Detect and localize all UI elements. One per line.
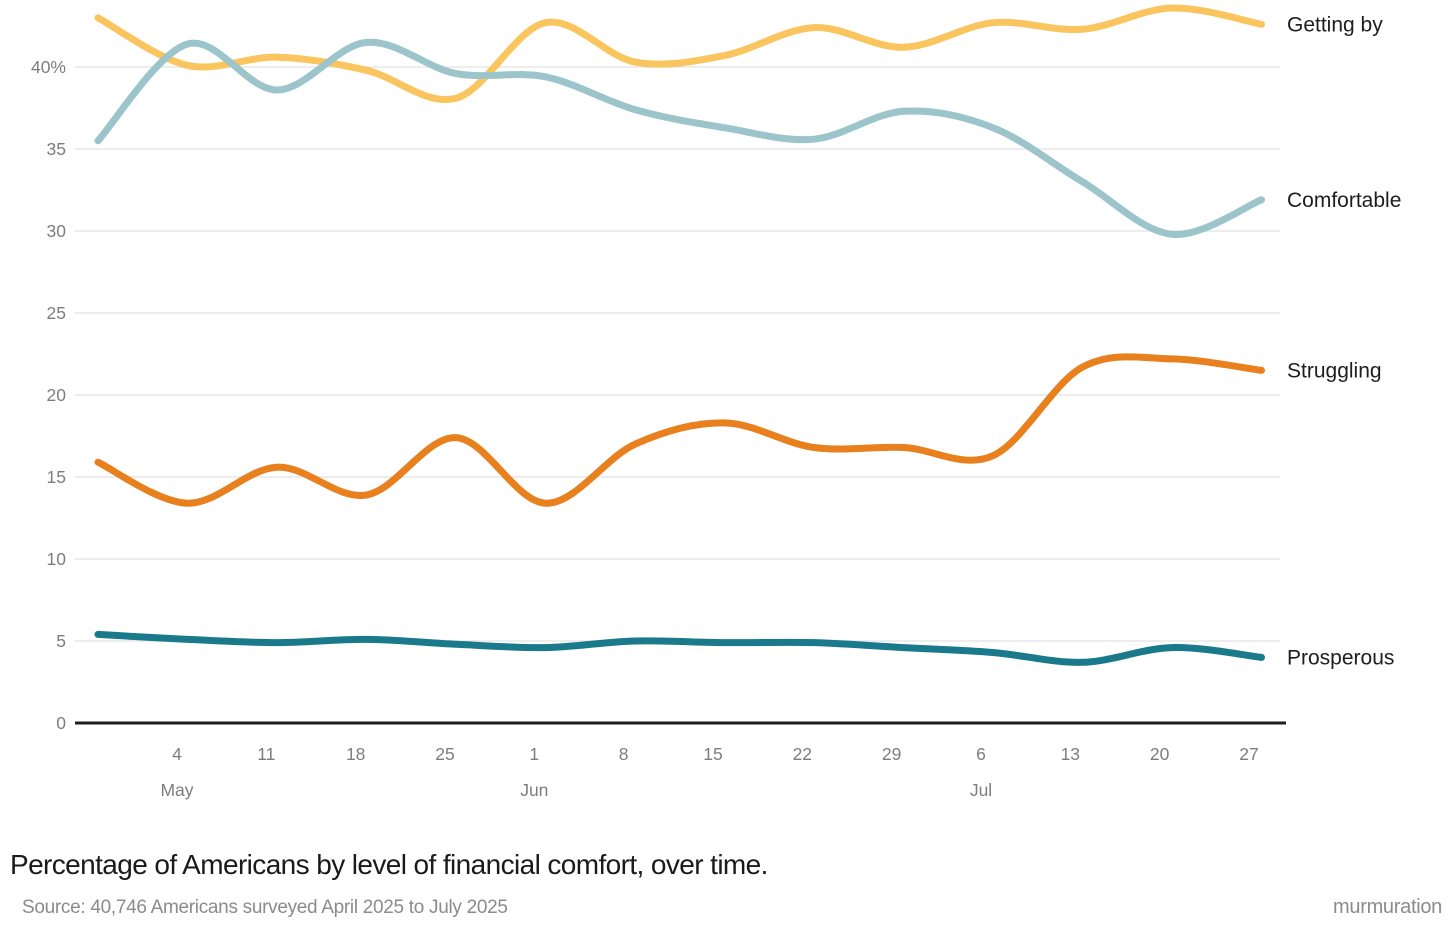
month-label-jun: Jun bbox=[520, 780, 548, 800]
x-tick-label-27: 27 bbox=[1239, 744, 1258, 764]
y-tick-label-5: 5 bbox=[56, 631, 66, 651]
x-tick-label-22: 22 bbox=[793, 744, 812, 764]
series-line-getting-by bbox=[94, 4, 1265, 103]
series-label-getting-by: Getting by bbox=[1287, 13, 1383, 36]
x-tick-label-11: 11 bbox=[257, 744, 275, 764]
x-tick-label-1: 1 bbox=[529, 744, 539, 764]
x-tick-label-29: 29 bbox=[882, 744, 901, 764]
x-tick-label-13: 13 bbox=[1061, 744, 1080, 764]
month-label-jul: Jul bbox=[970, 780, 992, 800]
y-tick-label-35: 35 bbox=[47, 139, 66, 159]
series-line-comfortable bbox=[94, 38, 1265, 238]
x-tick-label-6: 6 bbox=[976, 744, 986, 764]
x-tick-label-8: 8 bbox=[619, 744, 629, 764]
chart-title: Percentage of Americans by level of fina… bbox=[10, 849, 768, 880]
series-label-prosperous: Prosperous bbox=[1287, 646, 1394, 669]
series-line-prosperous bbox=[94, 630, 1265, 666]
y-tick-label-15: 15 bbox=[47, 467, 66, 487]
x-tick-label-18: 18 bbox=[346, 744, 365, 764]
x-tick-label-25: 25 bbox=[435, 744, 454, 764]
y-tick-label-40: 40% bbox=[31, 57, 66, 77]
x-tick-label-4: 4 bbox=[172, 744, 182, 764]
y-tick-label-0: 0 bbox=[56, 713, 66, 733]
series-line-struggling bbox=[94, 353, 1265, 507]
month-label-may: May bbox=[160, 780, 193, 800]
series-label-comfortable: Comfortable bbox=[1287, 189, 1401, 212]
series-label-struggling: Struggling bbox=[1287, 359, 1382, 382]
x-tick-label-15: 15 bbox=[703, 744, 722, 764]
source-note: Source: 40,746 Americans surveyed April … bbox=[22, 897, 508, 918]
y-tick-label-10: 10 bbox=[47, 549, 67, 569]
y-tick-label-20: 20 bbox=[47, 385, 67, 405]
brand-mark: murmuration bbox=[1333, 896, 1442, 918]
y-tick-label-30: 30 bbox=[47, 221, 67, 241]
y-tick-label-25: 25 bbox=[47, 303, 66, 323]
x-tick-label-20: 20 bbox=[1150, 744, 1170, 764]
